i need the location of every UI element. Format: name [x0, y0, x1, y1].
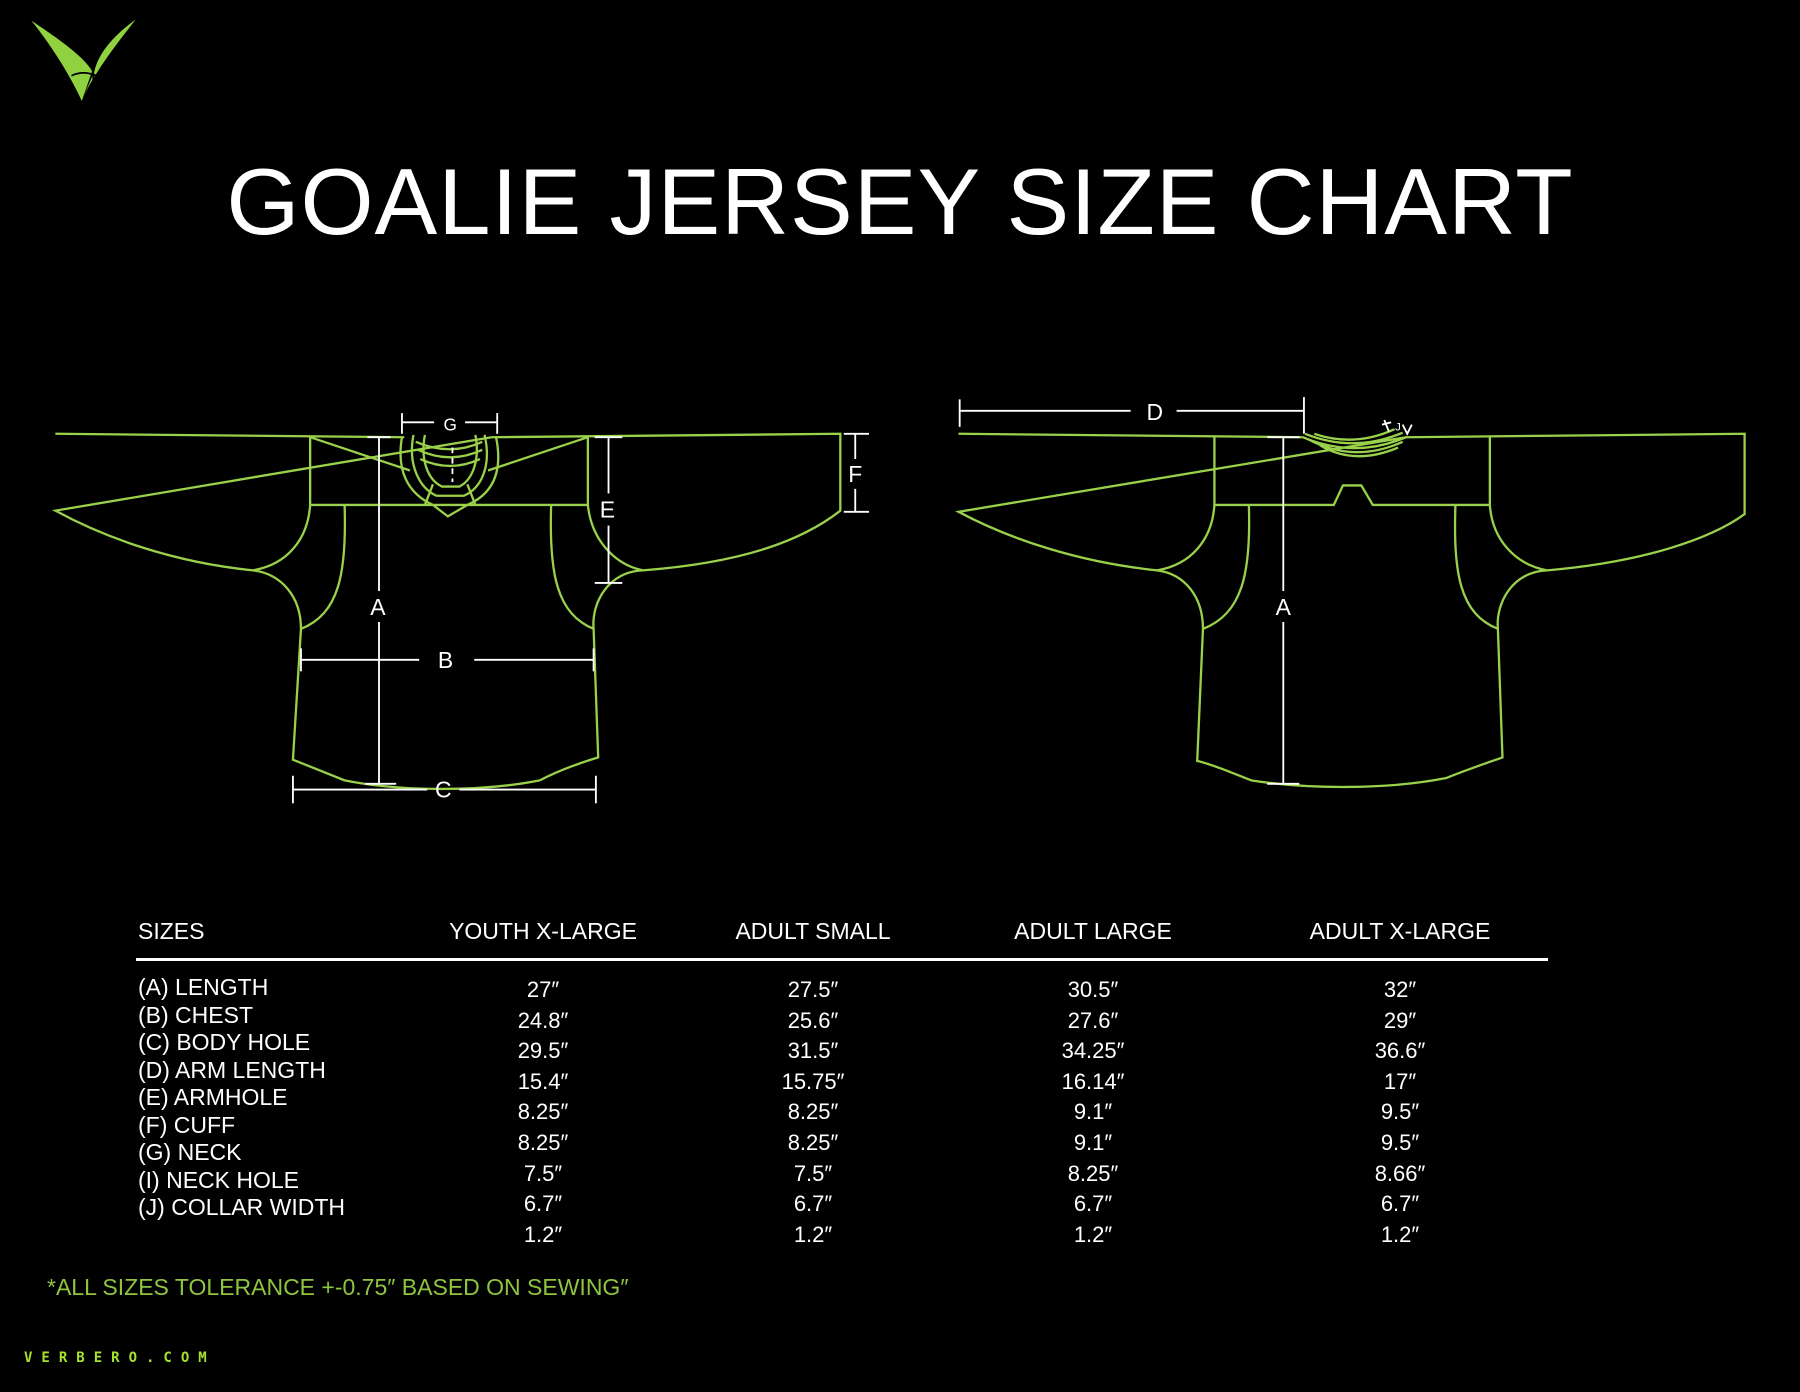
back-jersey-outline	[955, 428, 1746, 789]
table-cell: 32″	[1383, 977, 1417, 1002]
table-cell: 34.25″	[1061, 1038, 1125, 1064]
row-label: (G) NECK	[138, 1139, 242, 1165]
row-label: (I) NECK HOLE	[138, 1166, 300, 1193]
table-cell: 27.6″	[1067, 1007, 1119, 1033]
table-cell: 7.5″	[523, 1160, 563, 1186]
front-jersey-outline	[51, 432, 842, 791]
table-header-sizes: SIZES	[138, 918, 205, 944]
table-cell: 7.5″	[793, 1160, 833, 1186]
table-cell: 30.5″	[1067, 977, 1119, 1002]
table-header-divider	[136, 958, 1548, 961]
table-cell: 29.5″	[517, 1038, 569, 1064]
table-header-adult-xl: ADULT X-LARGE	[1309, 918, 1491, 944]
table-cell: 25.6″	[787, 1007, 839, 1033]
label-c: C	[435, 777, 452, 803]
table-cell: 1.2″	[523, 1221, 563, 1247]
row-label: (A) LENGTH	[138, 974, 269, 1000]
table-cell: 27.5″	[787, 977, 839, 1002]
table-cell: 6.7″	[793, 1191, 833, 1217]
table-header-youth-xl: YOUTH X-LARGE	[449, 918, 637, 944]
label-g: G	[443, 414, 456, 434]
front-dimension-lines	[292, 413, 870, 804]
label-a-front: A	[370, 594, 386, 620]
row-label: (D) ARM LENGTH	[138, 1056, 326, 1083]
table-cell: 8.25″	[1067, 1160, 1119, 1186]
table-cell: 8.25″	[787, 1130, 839, 1155]
table-cell: 27″	[526, 977, 560, 1002]
page-title: GOALIE JERSEY SIZE CHART	[226, 149, 1574, 254]
table-cell: 16.14″	[1061, 1068, 1125, 1094]
table-cell: 15.4″	[517, 1068, 569, 1094]
label-b: B	[438, 647, 453, 673]
table-cell: 8.25″	[517, 1130, 569, 1155]
table-cell: 9.1″	[1073, 1130, 1113, 1155]
table-cell: 8.66″	[1374, 1160, 1426, 1186]
table-cell: 17″	[1383, 1068, 1417, 1094]
label-d: D	[1146, 399, 1163, 425]
table-cell: 1.2″	[793, 1221, 833, 1247]
row-label: (E) ARMHOLE	[138, 1084, 288, 1110]
label-a-back: A	[1276, 594, 1292, 620]
row-label: (C) BODY HOLE	[138, 1029, 311, 1055]
table-cell: 9.5″	[1380, 1099, 1420, 1125]
label-f: F	[848, 461, 862, 487]
table-header-adult-large: ADULT LARGE	[1014, 918, 1172, 944]
label-e: E	[600, 497, 615, 523]
verbero-logo-icon	[31, 19, 136, 101]
table-cell: 29″	[1383, 1007, 1417, 1033]
table-cell: 1.2″	[1073, 1221, 1113, 1247]
table-cell: 6.7″	[1073, 1191, 1113, 1217]
table-cell: 8.25″	[517, 1099, 569, 1125]
table-cell: 1.2″	[1380, 1221, 1420, 1247]
table-cell: 31.5″	[787, 1038, 839, 1064]
table-cell: 15.75″	[781, 1068, 845, 1094]
label-j: J	[1395, 421, 1401, 433]
row-label: (F) CUFF	[138, 1111, 236, 1138]
table-cell: 9.5″	[1380, 1130, 1420, 1155]
table-cell: 6.7″	[523, 1191, 563, 1217]
table-cell: 6.7″	[1380, 1191, 1420, 1217]
row-label: (B) CHEST	[138, 1001, 253, 1028]
dimension-labels: A B C E F G D A J	[370, 399, 1401, 803]
table-cell: 36.6″	[1374, 1038, 1426, 1064]
table-cell: 9.1″	[1073, 1099, 1113, 1125]
back-dimension-lines	[958, 397, 1413, 785]
table-header-adult-small: ADULT SMALL	[735, 918, 891, 944]
row-label: (J) COLLAR WIDTH	[138, 1194, 345, 1220]
table-cell: 24.8″	[517, 1007, 569, 1033]
table-cell: 8.25″	[787, 1099, 839, 1125]
website-link[interactable]: VERBERO.COM	[24, 1350, 216, 1366]
tolerance-note: *ALL SIZES TOLERANCE +-0.75″ BASED ON SE…	[47, 1274, 629, 1300]
